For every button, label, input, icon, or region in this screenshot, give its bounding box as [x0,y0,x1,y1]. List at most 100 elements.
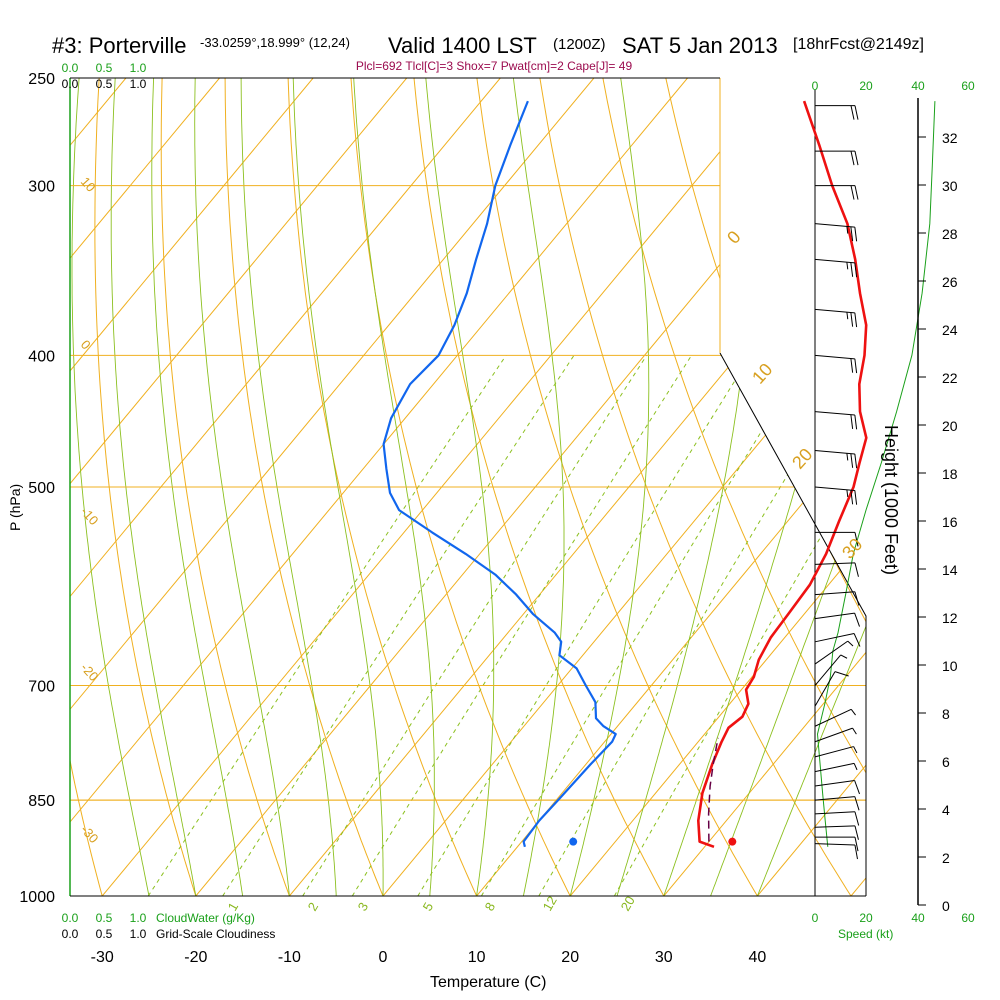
title-date: SAT 5 Jan 2013 [622,33,778,58]
cloudwater-tick-top: 1.0 [130,61,147,75]
wind-barb-staff [814,591,855,596]
wind-barb-half-flag [850,709,856,716]
wind-barb-half-flag [846,262,849,270]
wind-barb-half-flag [852,727,857,735]
wind-barb [814,727,857,743]
wind-barb-flag [853,633,861,647]
title-forecast: [18hrFcst@2149z] [793,36,924,53]
height-tick-label: 10 [942,658,958,674]
speed-tick-label-bottom: 60 [961,911,975,925]
isotherm-label: -20 [78,660,102,684]
wind-barb-flag [850,414,854,429]
wind-barb-flag [854,836,859,852]
cloudiness-tick-top: 0.0 [62,77,79,91]
temperature-tick-label: 10 [468,949,486,966]
wind-barb [814,258,858,278]
pressure-tick-label: 850 [28,793,55,810]
height-tick-label: 32 [942,130,958,146]
wind-barb-flag [850,312,854,327]
wind-barb-flag [854,532,859,547]
wind-barb [814,486,858,505]
height-tick-label: 22 [942,370,958,386]
wind-barb-half-flag [847,640,854,647]
cloudiness-tick-bottom: 0.5 [96,927,113,941]
surface-temperature-dot [728,837,737,846]
cloudwater-label: CloudWater (g/Kg) [156,911,255,925]
wind-barb-staff [814,796,855,801]
temperature-tick-label: -20 [184,949,207,966]
wind-barb-flag [854,844,858,860]
surface-dewpoint-dot [569,837,578,846]
wind-barb-staff [814,654,842,686]
wind-barb-staff [814,640,849,665]
wind-barb [815,150,859,166]
cloudiness-tick-bottom: 1.0 [130,927,147,941]
wind-barb-staff [814,746,854,758]
wind-barb-staff [814,354,855,360]
wind-barb [814,811,860,826]
wind-barb-flag [854,780,860,795]
height-tick-label: 30 [942,178,958,194]
moist-adiabat-line [194,78,290,896]
moist-adiabat-line [151,78,244,896]
wind-barb [814,746,858,758]
mixing-ratio-label: 2 [305,900,322,914]
wind-barb-flag [850,358,854,373]
wind-barb-staff [814,811,855,815]
speed-axis-label: Speed (kt) [838,927,893,941]
wind-barb-flag [854,151,859,166]
wind-barb-staff [814,223,855,228]
dry-adiabat-line [287,78,478,896]
wind-barb-flag [854,453,858,469]
height-tick-label: 6 [942,754,950,770]
wind-barb [814,796,860,811]
speed-tick-label-top: 60 [961,79,975,93]
wind-barb-half-flag [853,763,858,771]
dry-adiabat-line [94,78,197,896]
dry-adiabat-line [476,78,758,896]
wind-barb [814,562,859,577]
mixing-ratio-label: 3 [355,900,372,914]
moist-adiabat-line [353,78,435,896]
dry-adiabat-line [539,78,852,896]
wind-barb-staff [814,562,855,565]
wind-barb [814,654,848,686]
wind-barb-staff [814,843,855,846]
wind-speed-line [816,101,936,847]
pressure-tick-label: 400 [28,348,55,365]
wind-barb-flag [854,358,858,374]
temperature-tick-label: 0 [379,949,388,966]
cloudwater-tick-top: 0.5 [96,61,113,75]
wind-barb-flag [834,671,849,677]
wind-barb-staff [814,779,855,787]
cloudwater-tick-bottom: 0.0 [62,911,79,925]
temperature-tick-label: -30 [91,949,114,966]
x-axis-label: Temperature (C) [430,974,546,991]
wind-barb [814,449,858,469]
wind-barb-half-flag [846,489,849,497]
isotherm-line [70,78,314,372]
pressure-tick-label: 1000 [19,889,55,906]
wind-barb [814,223,858,242]
stability-indices: Plcl=692 Tlcl[C]=3 Shox=7 Pwat[cm]=2 Cap… [356,59,633,73]
wind-barb [815,105,859,120]
height-tick-label: 28 [942,226,958,242]
wind-barb [814,612,860,627]
pressure-tick-label: 250 [28,71,55,88]
speed-tick-label-top: 0 [812,79,819,93]
dry-adiabat-line [160,78,290,896]
moist-adiabat-line [512,78,565,896]
dry-adiabat-line [350,78,571,896]
wind-barb [815,836,859,852]
moist-adiabat-line [71,78,150,896]
height-tick-label: 26 [942,274,958,290]
wind-panel-cover [720,78,1000,1000]
speed-tick-label-top: 20 [859,79,873,93]
cloudiness-tick-top: 0.5 [96,77,113,91]
wind-barb-half-flag [846,312,849,320]
temperature-tick-label: 20 [561,949,579,966]
mixing-ratio-label: 20 [618,893,638,913]
wind-barb-staff [814,762,855,773]
